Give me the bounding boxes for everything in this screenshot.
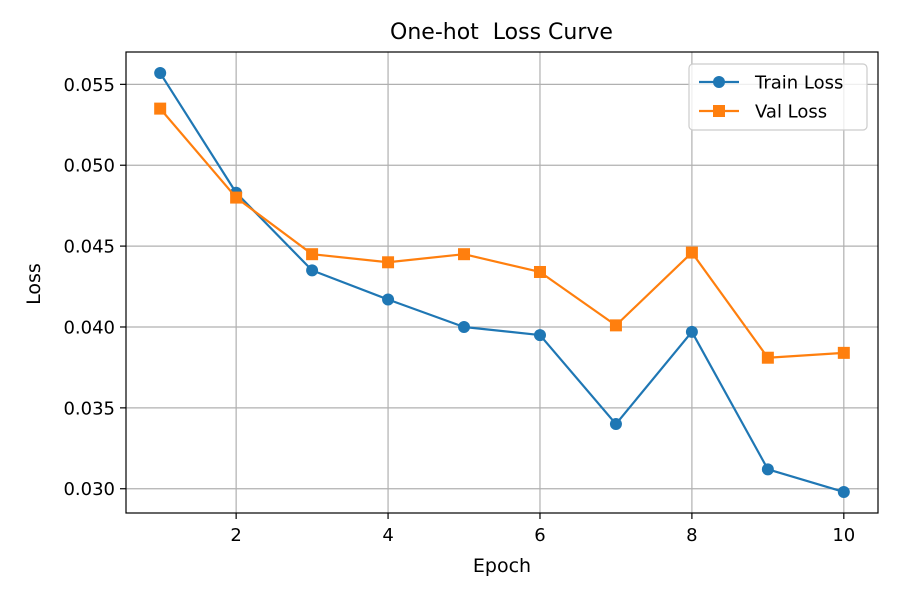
y-tick-label: 0.040 — [63, 317, 115, 338]
legend-train-loss-marker — [713, 76, 725, 88]
plot-frame — [125, 51, 879, 514]
legend-train-loss-label: Train Loss — [754, 73, 843, 94]
train-loss-series — [154, 67, 850, 498]
train-loss-point — [154, 67, 167, 80]
x-tick-label: 10 — [832, 525, 855, 546]
val-loss-point — [458, 248, 471, 261]
val-loss-series — [154, 102, 850, 364]
val-loss-point — [761, 351, 774, 364]
train-loss-point — [685, 325, 698, 338]
y-tick-label: 0.050 — [63, 156, 115, 177]
train-loss-point — [306, 264, 319, 277]
series-layer — [154, 67, 850, 498]
val-loss-point — [837, 346, 850, 359]
train-loss-point — [761, 463, 774, 476]
legend: Train Loss Val Loss — [688, 63, 868, 131]
y-tick-label: 0.045 — [63, 237, 115, 258]
train-loss-point — [533, 329, 546, 342]
y-tick-label: 0.035 — [63, 398, 115, 419]
legend-val-loss-label: Val Loss — [755, 102, 827, 123]
val-loss-point — [685, 246, 698, 259]
chart-title: One-hot Loss Curve — [390, 20, 613, 45]
val-loss-point — [382, 256, 395, 269]
x-axis-label: Epoch — [473, 555, 531, 577]
y-tick-label: 0.030 — [63, 479, 115, 500]
axis-ticks: 2 4 6 8 10 0.030 0.035 0.040 0.045 0.050 0.055 — [63, 75, 855, 546]
val-loss-line — [159, 107, 844, 359]
train-loss-point — [837, 485, 850, 498]
val-loss-point — [230, 191, 243, 204]
y-axis-label: Loss — [23, 263, 45, 305]
x-tick-label: 2 — [230, 525, 241, 546]
train-loss-point — [458, 320, 471, 333]
val-loss-point — [533, 265, 546, 278]
x-tick-label: 6 — [534, 525, 545, 546]
y-tick-label: 0.055 — [63, 75, 115, 96]
val-loss-point — [609, 319, 622, 332]
train-loss-line — [159, 72, 845, 494]
train-loss-point — [382, 293, 395, 306]
val-loss-point — [306, 248, 319, 261]
val-loss-point — [154, 102, 167, 115]
x-tick-label: 8 — [686, 525, 697, 546]
train-loss-point — [609, 418, 622, 431]
legend-val-loss-marker — [713, 105, 725, 117]
legend-box — [688, 63, 868, 131]
x-tick-label: 4 — [382, 525, 393, 546]
